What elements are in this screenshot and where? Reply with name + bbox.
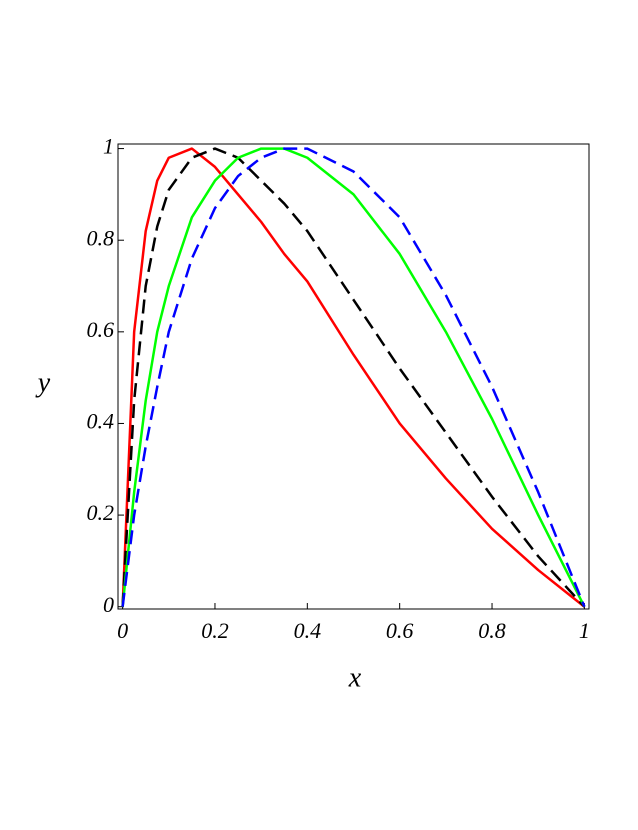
y-tick-label: 0.4 — [87, 409, 115, 434]
x-tick-label: 0 — [117, 618, 128, 643]
series-line — [121, 147, 586, 608]
x-axis-label: x — [348, 662, 362, 693]
y-tick-label: 0.8 — [87, 225, 115, 250]
series-line — [121, 147, 586, 608]
y-axis-label: y — [35, 367, 51, 398]
plot-frame — [117, 143, 590, 610]
series-line — [121, 147, 586, 608]
x-tick-label: 1 — [579, 618, 590, 643]
x-tick-label: 0.6 — [386, 618, 414, 643]
x-tick-label: 0.2 — [201, 618, 229, 643]
y-tick-label: 1 — [103, 134, 114, 159]
y-tick-label: 0.2 — [87, 500, 115, 525]
y-tick-label: 0.6 — [87, 317, 115, 342]
x-tick-label: 0.4 — [294, 618, 322, 643]
series-line — [121, 147, 586, 608]
x-tick-label: 0.8 — [478, 618, 506, 643]
y-tick-label: 0 — [103, 592, 114, 617]
